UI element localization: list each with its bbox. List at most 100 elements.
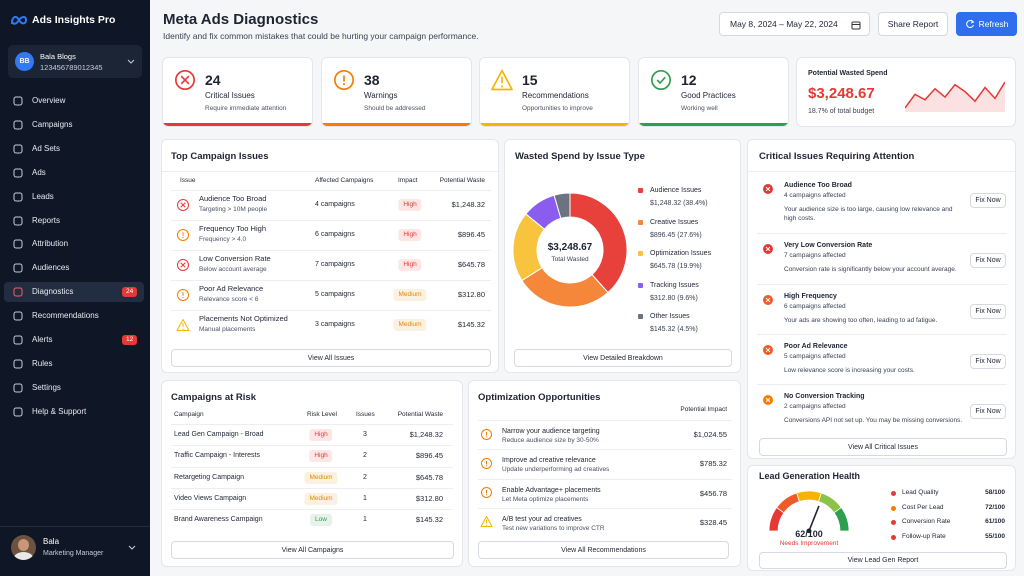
legend-name: Other Issues bbox=[650, 313, 690, 321]
gauge-band bbox=[833, 506, 850, 532]
nav-item[interactable]: Ad Sets bbox=[4, 139, 144, 159]
legend-swatch bbox=[638, 219, 643, 225]
opportunity-amount: $328.45 bbox=[699, 517, 727, 527]
nav-item[interactable]: Attribution bbox=[4, 234, 144, 254]
button-label: View Lead Gen Report bbox=[847, 557, 919, 564]
metric-dot bbox=[891, 491, 896, 496]
metric-dot bbox=[891, 505, 896, 511]
wasted-sub: 18.7% of total budget bbox=[808, 108, 875, 115]
divider bbox=[478, 507, 732, 509]
button[interactable]: Fix Now bbox=[970, 354, 1006, 369]
refresh-button[interactable]: Refresh bbox=[956, 12, 1017, 36]
donut-chart bbox=[512, 192, 628, 308]
sparkline-line bbox=[905, 81, 1005, 109]
account-avatar: BB bbox=[15, 52, 34, 71]
affected-campaigns: 6 campaigns bbox=[315, 231, 355, 238]
nav-label: Help & Support bbox=[32, 406, 87, 416]
donut-center-value: $3,248.67 bbox=[547, 242, 593, 253]
potential-waste: $312.80 bbox=[415, 493, 443, 503]
nav-icon-shape bbox=[13, 192, 23, 202]
metric-value: 58/100 bbox=[985, 489, 1005, 496]
icon-glyph bbox=[182, 328, 184, 330]
table-header: Issue bbox=[180, 177, 196, 184]
button[interactable]: Fix Now bbox=[970, 404, 1006, 419]
button[interactable]: Fix Now bbox=[970, 193, 1006, 208]
button-label: View Detailed Breakdown bbox=[583, 354, 663, 362]
nav-label: Alerts bbox=[32, 335, 53, 344]
nav-item[interactable]: Help & Support bbox=[4, 402, 144, 422]
legend-swatch bbox=[638, 282, 643, 288]
nav-item[interactable]: Campaigns bbox=[4, 115, 144, 135]
issue-detail: Manual placements bbox=[199, 326, 256, 333]
nav-item[interactable]: Overview bbox=[4, 91, 144, 111]
status-icon bbox=[480, 487, 492, 499]
critical-count: 7 campaigns affected bbox=[784, 252, 846, 259]
issue-name: Low Conversion Rate bbox=[199, 254, 271, 263]
share-button[interactable]: Share Report bbox=[878, 12, 948, 36]
opportunity-title: Improve ad creative relevance bbox=[502, 457, 596, 465]
status-icon bbox=[480, 516, 492, 528]
logo bbox=[11, 15, 28, 25]
nav-item[interactable]: Ads bbox=[4, 163, 144, 183]
badge: High bbox=[309, 450, 333, 463]
button[interactable]: Fix Now bbox=[970, 304, 1006, 319]
wasted-label: Potential Wasted Spend bbox=[808, 70, 888, 77]
button[interactable]: View All Campaigns bbox=[171, 541, 454, 559]
nav-icon bbox=[13, 216, 23, 225]
button[interactable]: View Lead Gen Report bbox=[759, 552, 1007, 569]
issue-detail: Relevance score < 6 bbox=[199, 296, 259, 303]
nav-item[interactable]: Recommendations bbox=[4, 306, 144, 326]
nav-icon-shape bbox=[13, 96, 23, 106]
button[interactable]: View All Critical Issues bbox=[759, 438, 1007, 456]
button[interactable]: View All Recommendations bbox=[478, 541, 729, 559]
badge: Low bbox=[310, 514, 332, 527]
opportunity-desc: Update underperforming ad creatives bbox=[502, 466, 610, 474]
nav-item[interactable]: Audiences bbox=[4, 258, 144, 278]
nav-icon-shape bbox=[13, 359, 23, 369]
critical-desc: Your audience size is too large, causing… bbox=[784, 206, 953, 222]
kpi-card: 38 Warnings Should be addressed bbox=[321, 57, 472, 127]
nav-label: Rules bbox=[32, 358, 53, 368]
opportunity-desc: Reduce audience size by 30-50% bbox=[502, 437, 599, 444]
icon-glyph bbox=[182, 296, 184, 299]
lead-card: Lead Generation Health 62/100 Needs Improv… bbox=[747, 465, 1016, 571]
metric-value: 61/100 bbox=[985, 518, 1005, 526]
button[interactable]: View All Issues bbox=[171, 349, 491, 367]
table-header: Potential Waste bbox=[397, 411, 443, 418]
icon-glyph bbox=[485, 435, 487, 437]
campaign-name: Traffic Campaign - Interests bbox=[174, 452, 260, 460]
nav-icon bbox=[13, 407, 23, 417]
chevron bbox=[128, 545, 136, 550]
kpi-accent bbox=[639, 123, 788, 126]
nav-item[interactable]: Settings bbox=[4, 378, 144, 398]
metric-name: Cost Per Lead bbox=[902, 503, 944, 511]
donut-segment bbox=[553, 192, 571, 219]
divider bbox=[171, 190, 491, 191]
critical-title: Audience Too Broad bbox=[784, 182, 852, 189]
wasted-card: Potential Wasted Spend $3,248.67 18.7% of … bbox=[796, 57, 1016, 127]
nav-item[interactable]: Reports bbox=[4, 211, 144, 231]
critical-count: 5 campaigns affected bbox=[784, 353, 846, 360]
table-header: Campaign bbox=[174, 411, 204, 418]
nav-item[interactable]: Leads bbox=[4, 187, 144, 207]
date-range-picker[interactable]: May 8, 2024 – May 22, 2024 bbox=[719, 12, 870, 36]
nav-icon bbox=[13, 311, 23, 321]
account-switcher[interactable]: BB Bala Blogs 123456789012345 bbox=[8, 45, 142, 78]
nav-label: Recommendations bbox=[32, 311, 99, 321]
nav-icon bbox=[13, 168, 23, 178]
issue-count: 2 bbox=[363, 473, 367, 481]
icon-glyph bbox=[765, 397, 771, 403]
nav-icon bbox=[13, 335, 23, 345]
icon-glyph bbox=[182, 236, 184, 239]
nav-label: Reports bbox=[32, 215, 61, 225]
button-label: Fix Now bbox=[975, 308, 1001, 315]
critical-title: No Conversion Tracking bbox=[784, 393, 865, 400]
refresh-label: Refresh bbox=[978, 19, 1009, 29]
nav-item[interactable]: Rules bbox=[4, 354, 144, 374]
button[interactable]: Fix Now bbox=[970, 253, 1006, 268]
nav-label: Overview bbox=[32, 96, 66, 105]
nav-item[interactable]: Alerts 12 bbox=[4, 330, 144, 350]
button[interactable]: View Detailed Breakdown bbox=[514, 349, 732, 367]
nav-item[interactable]: Diagnostics 24 bbox=[4, 282, 144, 303]
critical-count: 4 campaigns affected bbox=[784, 192, 846, 199]
